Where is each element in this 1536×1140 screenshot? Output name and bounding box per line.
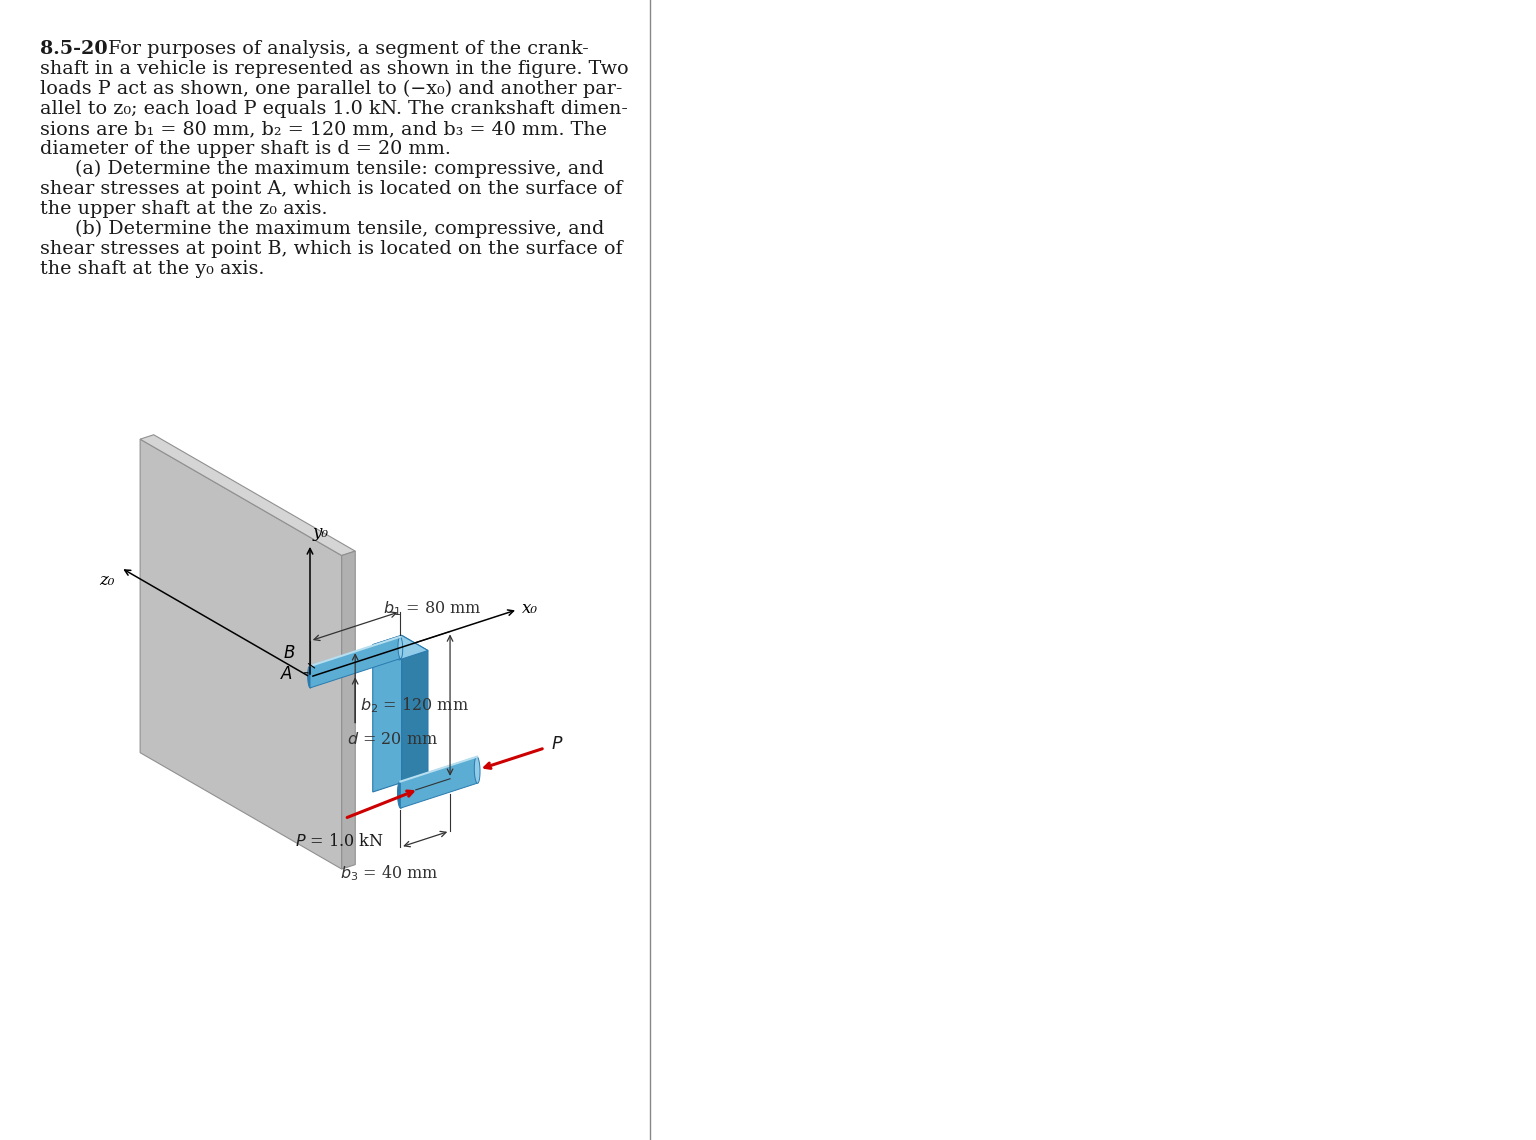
Text: 8.5-20: 8.5-20	[40, 40, 108, 58]
Polygon shape	[401, 757, 478, 808]
Text: the shaft at the y₀ axis.: the shaft at the y₀ axis.	[40, 260, 264, 278]
Polygon shape	[398, 636, 402, 659]
Polygon shape	[475, 757, 481, 783]
Text: shear stresses at point A, which is located on the surface of: shear stresses at point A, which is loca…	[40, 180, 622, 198]
Text: $P$: $P$	[551, 736, 564, 754]
Text: shear stresses at point B, which is located on the surface of: shear stresses at point B, which is loca…	[40, 241, 622, 258]
Text: (a) Determine the maximum tensile: compressive, and: (a) Determine the maximum tensile: compr…	[75, 160, 604, 178]
Polygon shape	[398, 782, 404, 808]
Polygon shape	[401, 635, 429, 798]
Text: sions are b₁ = 80 mm, b₂ = 120 mm, and b₃ = 40 mm. The: sions are b₁ = 80 mm, b₂ = 120 mm, and b…	[40, 120, 607, 138]
Text: (b) Determine the maximum tensile, compressive, and: (b) Determine the maximum tensile, compr…	[75, 220, 604, 238]
Text: diameter of the upper shaft is d = 20 mm.: diameter of the upper shaft is d = 20 mm…	[40, 140, 452, 158]
Polygon shape	[140, 434, 355, 555]
Text: y₀: y₀	[313, 524, 329, 541]
Text: $b_1$ = 80 mm: $b_1$ = 80 mm	[382, 600, 482, 618]
Polygon shape	[140, 439, 341, 869]
Text: x₀: x₀	[522, 600, 538, 617]
Polygon shape	[341, 551, 355, 869]
Text: $b_3$ = 40 mm: $b_3$ = 40 mm	[341, 863, 439, 882]
Text: $d$ = 20 mm: $d$ = 20 mm	[347, 732, 438, 749]
Text: allel to z₀; each load P equals 1.0 kN. The crankshaft dimen-: allel to z₀; each load P equals 1.0 kN. …	[40, 100, 628, 119]
Text: shaft in a vehicle is represented as shown in the figure. Two: shaft in a vehicle is represented as sho…	[40, 60, 628, 78]
Text: z₀: z₀	[100, 572, 115, 588]
Text: $B$: $B$	[283, 645, 295, 661]
Text: $b_2$ = 120 mm: $b_2$ = 120 mm	[359, 695, 468, 715]
Text: $P$ = 1.0 kN: $P$ = 1.0 kN	[295, 832, 384, 849]
Text: $A$: $A$	[280, 666, 293, 683]
Polygon shape	[373, 635, 429, 660]
Text: loads ⁠⁠P act as shown, one parallel to (−x₀) and another par-: loads ⁠⁠P act as shown, one parallel to …	[40, 80, 622, 98]
Polygon shape	[307, 666, 312, 689]
Polygon shape	[310, 637, 401, 687]
Text: the upper shaft at the z₀ axis.: the upper shaft at the z₀ axis.	[40, 200, 327, 218]
Polygon shape	[373, 635, 401, 792]
Text: For purposes of analysis, a segment of the crank-: For purposes of analysis, a segment of t…	[108, 40, 588, 58]
